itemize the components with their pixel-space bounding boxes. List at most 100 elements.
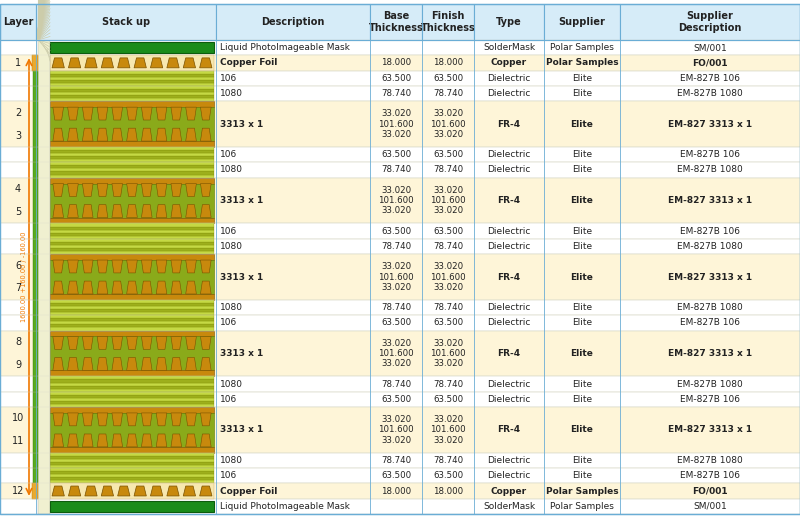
Text: Polar Samples: Polar Samples [546,486,618,496]
Text: Dielectric: Dielectric [487,456,530,465]
Bar [50,413,214,447]
Text: 63.500: 63.500 [433,319,463,327]
Text: Elite: Elite [570,120,594,128]
Polygon shape [68,260,78,273]
Text: 63.500: 63.500 [381,150,411,159]
Text: Elite: Elite [570,196,594,205]
Polygon shape [142,434,152,447]
Text: EM-827B 1080: EM-827B 1080 [677,165,743,175]
Bar [50,248,214,251]
Bar [50,312,214,315]
Bar [32,483,38,499]
Text: Supplier: Supplier [558,17,606,27]
Bar [50,382,214,385]
Bar [50,229,214,233]
Polygon shape [183,58,195,68]
Text: 63.500: 63.500 [433,150,463,159]
Text: SM/001: SM/001 [693,43,727,52]
Polygon shape [82,337,93,349]
Polygon shape [97,357,108,370]
Bar [0,483,800,499]
Text: 5: 5 [15,207,21,217]
Polygon shape [156,205,167,218]
Bar [50,447,214,453]
Polygon shape [171,183,182,196]
Bar [50,324,214,327]
Text: EM-827 3313 x 1: EM-827 3313 x 1 [668,196,752,205]
Text: 6: 6 [15,261,21,270]
Bar [50,501,214,512]
Text: 1600.00 +160.00 / -160.00: 1600.00 +160.00 / -160.00 [21,232,27,322]
Bar [50,95,214,98]
Bar [50,175,214,178]
Bar [33,86,38,101]
Bar [0,453,800,468]
Text: 3313 x 1: 3313 x 1 [220,272,263,281]
Bar [0,223,800,239]
Bar [50,370,214,377]
Polygon shape [82,413,93,426]
Bar [50,468,214,471]
Text: Copper Foil: Copper Foil [220,59,278,67]
Bar [0,254,800,300]
Text: Elite: Elite [572,242,592,251]
Text: Polar Samples: Polar Samples [550,502,614,511]
Text: 78.740: 78.740 [381,380,411,388]
Text: 33.020
101.600
33.020: 33.020 101.600 33.020 [378,339,414,368]
Polygon shape [201,260,211,273]
Polygon shape [201,413,211,426]
Bar [0,407,800,453]
Polygon shape [171,413,182,426]
Bar [50,395,214,398]
Bar [50,318,214,321]
Text: 3313 x 1: 3313 x 1 [220,425,263,435]
Bar [50,380,214,382]
Text: 4: 4 [15,184,21,194]
Polygon shape [97,183,108,196]
Bar [0,377,800,392]
Bar [50,245,214,248]
Text: 78.740: 78.740 [433,456,463,465]
Bar [50,98,214,101]
Polygon shape [142,183,152,196]
Text: EM-827 3313 x 1: EM-827 3313 x 1 [668,425,752,435]
Bar [50,159,214,162]
Polygon shape [156,260,167,273]
Bar [0,499,800,514]
Text: 12: 12 [12,486,24,496]
Text: 3313 x 1: 3313 x 1 [220,120,263,128]
Polygon shape [97,107,108,120]
Polygon shape [156,357,167,370]
Bar [50,70,214,74]
Bar [0,4,36,40]
Text: 33.020
101.600
33.020: 33.020 101.600 33.020 [378,109,414,139]
Text: Elite: Elite [570,272,594,281]
Polygon shape [126,357,138,370]
Polygon shape [53,434,63,447]
Bar [33,70,38,86]
Bar [0,300,800,315]
Bar [50,456,214,459]
Text: EM-827B 106: EM-827B 106 [680,471,740,480]
Text: Elite: Elite [572,303,592,312]
Polygon shape [126,128,138,141]
Bar [0,55,800,70]
Text: 63.500: 63.500 [381,471,411,480]
Bar [50,315,214,318]
Bar [50,300,214,303]
Polygon shape [102,486,114,496]
Text: 63.500: 63.500 [433,471,463,480]
Polygon shape [82,107,93,120]
Polygon shape [201,205,211,218]
Text: Elite: Elite [572,165,592,175]
Polygon shape [171,128,182,141]
Text: FR-4: FR-4 [498,349,521,358]
Polygon shape [200,486,212,496]
Text: 33.020
101.600
33.020: 33.020 101.600 33.020 [378,185,414,215]
Text: 33.020
101.600
33.020: 33.020 101.600 33.020 [430,339,466,368]
Bar [422,4,474,40]
Polygon shape [171,260,182,273]
Text: 106: 106 [220,395,238,404]
Bar [50,77,214,80]
Bar [0,147,800,162]
